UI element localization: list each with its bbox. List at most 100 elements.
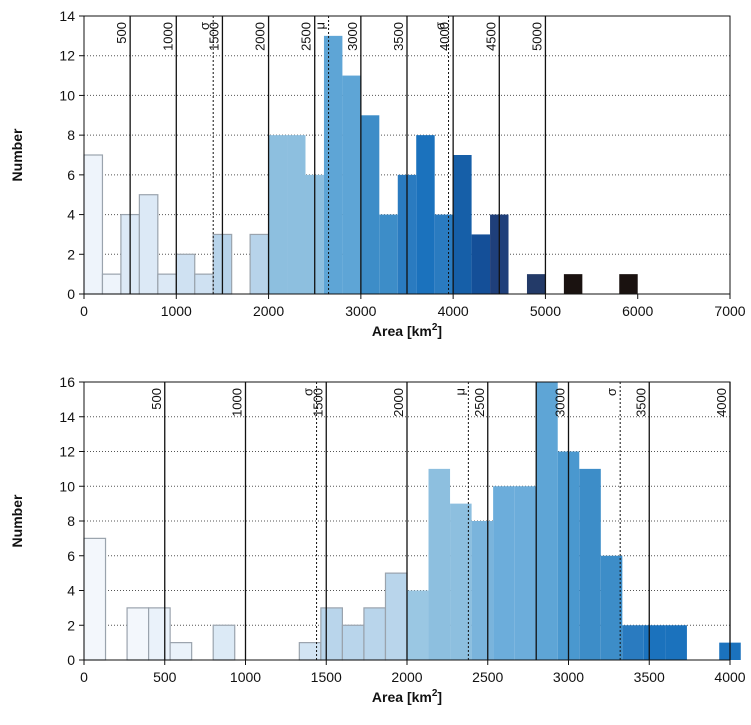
histogram-bar [434,214,454,294]
histogram-bar [320,607,343,661]
histogram-bar [169,642,193,661]
histogram-bar [323,35,343,294]
histogram-bar [138,194,159,295]
threshold-label: 4500 [483,22,498,51]
histogram-bar [471,234,491,294]
y-tick-label: 14 [59,409,75,425]
stat-label: μ [313,22,328,30]
histogram-bar [175,253,196,295]
histogram-bar [428,468,451,660]
x-tick-label: 1000 [161,303,192,319]
y-tick-label: 0 [67,286,75,302]
histogram-bar [101,273,122,295]
histogram-bar [619,274,638,294]
x-tick-label: 2000 [253,303,284,319]
y-tick-label: 14 [59,8,75,24]
histogram-bar [194,273,214,295]
top-histogram-panel: 500 1000 1500 2000 2500 3000 3500 4000 4500 5000σ… [9,8,746,339]
stat-label: μ [452,388,467,396]
x-tick-label: 2500 [472,669,503,685]
histogram-bar [249,233,270,295]
histogram-bar [157,273,177,295]
y-tick-label: 2 [67,617,75,633]
y-tick-label: 10 [59,478,75,494]
y-tick-label: 12 [59,48,75,64]
x-axis-label-superscript: 2 [432,688,438,699]
histogram-bar [83,537,107,661]
histogram-bar [600,555,623,660]
x-tick-label: 4000 [438,303,469,319]
stat-label: σ [197,22,212,30]
y-tick-label: 12 [59,444,75,460]
plot-frame [83,15,731,295]
histogram-bar [493,486,515,660]
histogram-bar [471,521,494,660]
x-tick-label: 3500 [634,669,665,685]
threshold-label: 1000 [160,22,175,51]
x-tick-label: 1500 [311,669,342,685]
threshold-label: 2500 [472,388,487,417]
y-tick-label: 6 [67,167,75,183]
y-tick-label: 16 [59,374,75,390]
x-tick-label: 0 [80,303,88,319]
x-axis-label-main: Area [km [372,689,432,705]
x-tick-label: 500 [153,669,177,685]
histogram-bar [622,625,644,660]
y-tick-label: 8 [67,127,75,143]
x-tick-label: 0 [80,669,88,685]
histogram-bar [563,274,583,294]
threshold-label: 3000 [345,22,360,51]
histogram-bar [536,382,558,660]
histogram-bar [665,625,687,660]
threshold-label: 1500 [310,388,325,417]
histogram-bar [148,607,171,661]
histogram-bar [384,572,408,661]
x-axis-label-end: ] [437,323,442,339]
x-tick-label: 3000 [553,669,584,685]
histogram-bar [416,135,435,294]
x-tick-label: 4000 [714,669,745,685]
histogram-bar [212,624,236,661]
stat-label: σ [604,388,619,396]
stat-label: σ [433,22,448,30]
x-tick-label: 6000 [622,303,653,319]
x-tick-label: 5000 [530,303,561,319]
histogram-bar [287,135,306,294]
histogram-bar [579,468,601,660]
x-axis-label: Area [km2] [372,322,442,339]
histogram-bar [83,154,104,295]
histogram-bar [268,135,288,294]
threshold-label: 500 [114,22,129,44]
threshold-label: 1000 [230,388,245,417]
threshold-label: 2000 [391,388,406,417]
threshold-label: 3000 [553,388,568,417]
y-tick-label: 2 [67,246,75,262]
x-tick-label: 3000 [345,303,376,319]
y-tick-label: 10 [59,87,75,103]
threshold-label: 1500 [206,22,221,51]
histogram-bar [360,115,380,295]
histogram-bar [526,274,546,294]
threshold-label: 3500 [633,388,648,417]
y-tick-label: 0 [67,652,75,668]
threshold-label: 2000 [253,22,268,51]
histogram-bar [407,590,429,660]
stat-label: σ [301,388,316,396]
histogram-bar [298,642,322,661]
y-tick-label: 8 [67,513,75,529]
y-tick-label: 4 [67,207,75,223]
histogram-bar [450,503,472,660]
y-axis-label: Number [9,128,25,181]
histogram-bar [514,486,537,660]
histogram-bar [341,624,365,661]
y-axis-label: Number [9,494,25,547]
histogram-bar [643,625,666,660]
threshold-label: 2500 [299,22,314,51]
y-tick-label: 6 [67,548,75,564]
histogram-bar [453,155,472,294]
threshold-label: 4000 [714,388,729,417]
histogram-bar [379,214,398,294]
histogram-bar [363,607,387,661]
